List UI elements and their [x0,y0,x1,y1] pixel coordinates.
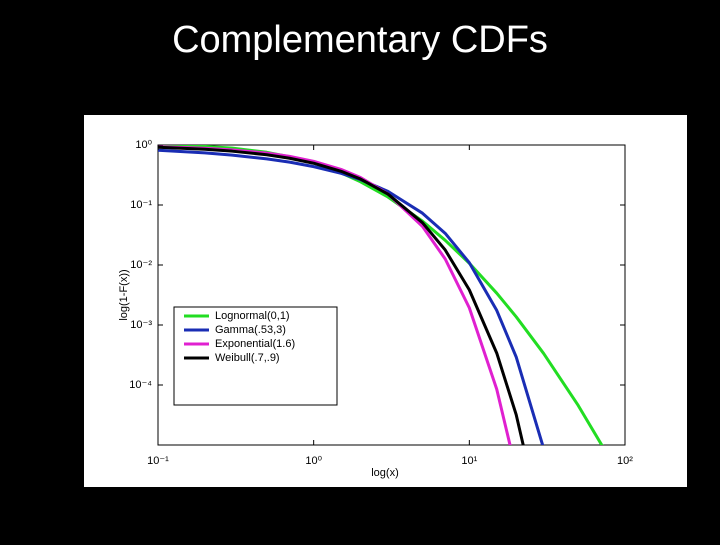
legend-label: Gamma(.53,3) [215,324,286,336]
y-tick-label: 10⁰ [135,139,152,151]
plot-lines [158,145,604,445]
x-tick-label: 10¹ [461,455,477,467]
axes-frame [157,144,626,446]
y-tick-label: 10⁻³ [130,319,152,331]
plot-panel [84,115,687,487]
series-line [158,145,525,445]
x-tick-label: 10⁻¹ [147,455,169,467]
y-tick-label: 10⁻² [130,259,152,271]
y-tick-label: 10⁻⁴ [129,379,152,391]
x-axis-label: log(x) [371,467,399,479]
y-axis-label: log(1-F(x)) [118,269,130,320]
legend-label: Weibull(.7,.9) [215,352,280,364]
legend-box [173,306,338,406]
x-tick-label: 10⁰ [305,455,322,467]
x-tick-label: 10² [617,455,633,467]
legend-label: Lognormal(0,1) [215,310,290,322]
legend: Lognormal(0,1) Gamma(.53,3) Exponential(1.… [173,306,338,406]
legend-label: Exponential(1.6) [215,338,295,350]
y-tick-label: 10⁻¹ [130,199,152,211]
chart-title: Complementary CDFs [172,19,548,61]
